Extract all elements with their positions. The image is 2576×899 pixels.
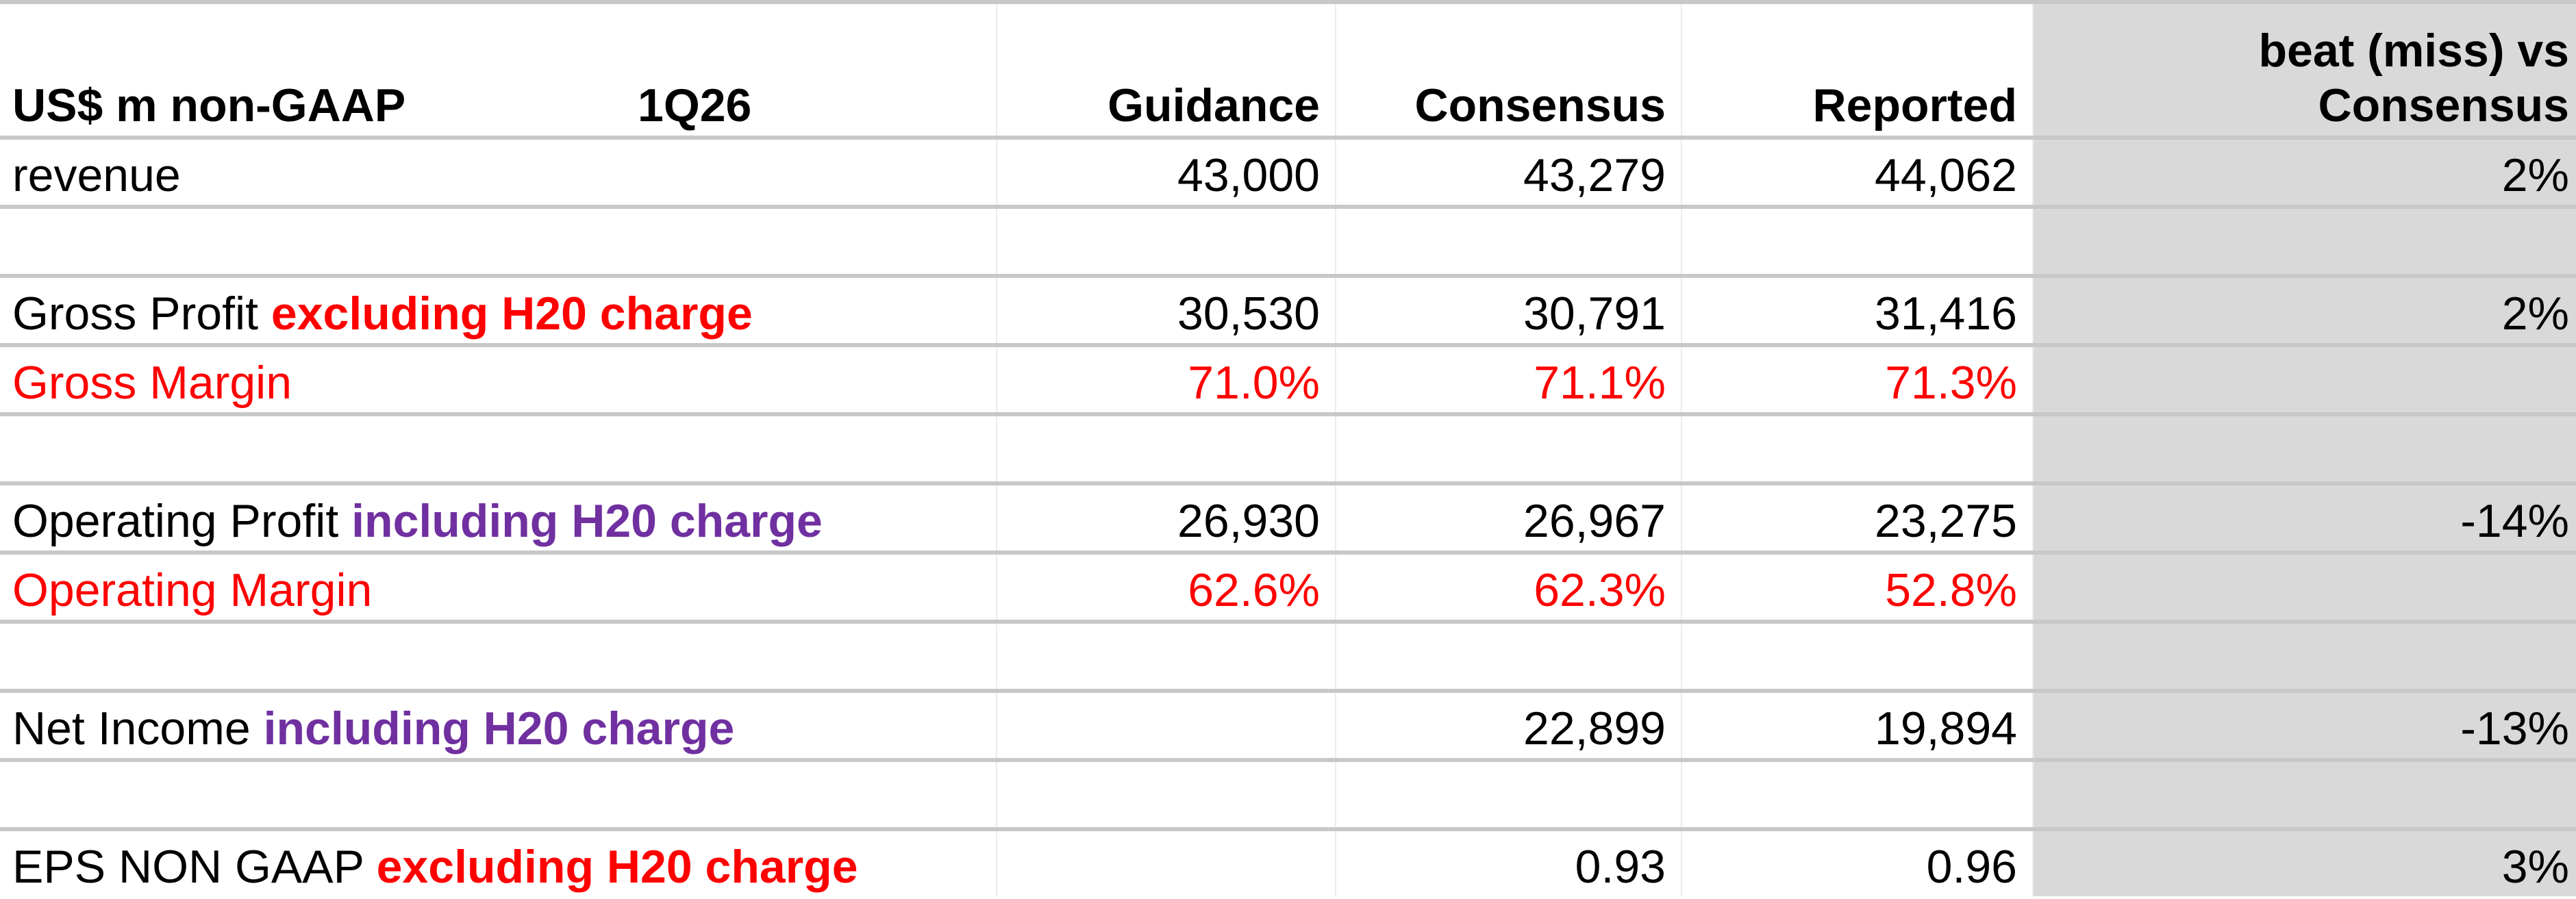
row-label: Gross Profit excluding H20 charge: [0, 274, 997, 345]
cell: 3%: [2033, 827, 2576, 896]
cell: 2%: [2033, 136, 2576, 207]
row: EPS NON GAAP excluding H20 charge 0.93 0…: [0, 827, 2576, 896]
label-text: Gross Profit: [12, 288, 258, 340]
cell: 0.93: [1336, 827, 1682, 896]
header-cell: US$ m non-GAAP 1Q26: [0, 0, 997, 138]
header-label: US$ m non-GAAP: [12, 79, 406, 131]
cell: 26,967: [1336, 481, 1682, 553]
cell: 71.0%: [997, 343, 1336, 414]
row-label: revenue: [0, 136, 997, 207]
cell: 31,416: [1681, 274, 2034, 345]
cell: 52.8%: [1681, 550, 2034, 622]
spacer-row: [0, 412, 2576, 483]
spacer-row: [0, 758, 2576, 829]
row: Net Income including H20 charge 22,899 1…: [0, 689, 2576, 760]
row-label: Net Income including H20 charge: [0, 689, 997, 760]
header-cell: Reported: [1681, 0, 2034, 138]
qualifier: including H20 charge: [263, 702, 735, 755]
label-text: EPS NON GAAP: [12, 841, 364, 893]
cell: 23,275: [1681, 481, 2034, 553]
row-label: Gross Margin: [0, 343, 997, 414]
cell: 2%: [2033, 274, 2576, 345]
cell: 62.6%: [997, 550, 1336, 622]
row: revenue 43,000 43,279 44,062 2%: [0, 136, 2576, 207]
cell: 22,899: [1336, 689, 1682, 760]
cell: 19,894: [1681, 689, 2034, 760]
cell: 43,279: [1336, 136, 1682, 207]
header-cell: beat (miss) vs Consensus: [2033, 0, 2576, 138]
header-cell: Consensus: [1336, 0, 1682, 138]
cell: 30,530: [997, 274, 1336, 345]
cell: 0.96: [1681, 827, 2034, 896]
row-label: Operating Margin: [0, 550, 997, 622]
cell: 62.3%: [1336, 550, 1682, 622]
row-label: EPS NON GAAP excluding H20 charge: [0, 827, 997, 896]
cell: -14%: [2033, 481, 2576, 553]
row: Operating Profit including H20 charge 26…: [0, 481, 2576, 553]
header-cell: Guidance: [997, 0, 1336, 138]
row-label: Operating Profit including H20 charge: [0, 481, 997, 553]
qualifier: including H20 charge: [351, 495, 823, 547]
qualifier: excluding H20 charge: [376, 841, 858, 893]
row: Operating Margin 62.6% 62.3% 52.8%: [0, 550, 2576, 622]
cell: 71.3%: [1681, 343, 2034, 414]
row: Gross Profit excluding H20 charge 30,530…: [0, 274, 2576, 345]
label-text: Net Income: [12, 702, 251, 755]
qualifier: excluding H20 charge: [271, 288, 753, 340]
header-row: US$ m non-GAAP 1Q26 Guidance Consensus Re…: [0, 0, 2576, 138]
spacer-row: [0, 620, 2576, 691]
cell: 26,930: [997, 481, 1336, 553]
period: 1Q26: [638, 79, 752, 131]
spacer-row: [0, 205, 2576, 276]
cell: 30,791: [1336, 274, 1682, 345]
cell: -13%: [2033, 689, 2576, 760]
label-text: Operating Profit: [12, 495, 339, 547]
cell: 43,000: [997, 136, 1336, 207]
cell: 71.1%: [1336, 343, 1682, 414]
row: Gross Margin 71.0% 71.1% 71.3%: [0, 343, 2576, 414]
cell: 44,062: [1681, 136, 2034, 207]
